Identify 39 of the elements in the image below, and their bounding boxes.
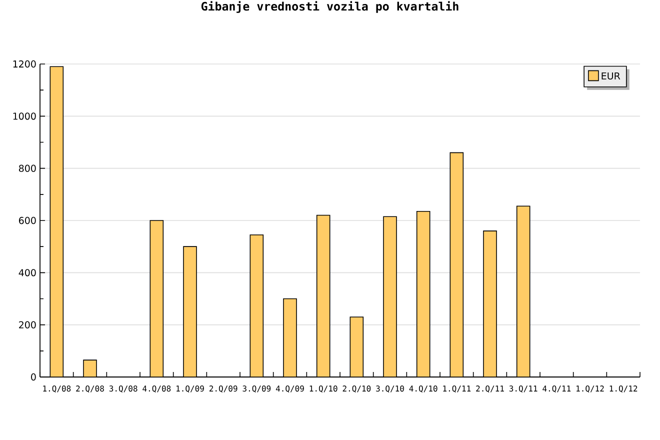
x-tick-label: 4.Q/08 bbox=[142, 386, 171, 393]
x-tick-label: 4.Q/10 bbox=[409, 386, 438, 393]
x-tick-label: 1.Q/09 bbox=[176, 386, 204, 393]
bar bbox=[316, 214, 330, 377]
bar bbox=[483, 230, 497, 377]
bar bbox=[283, 298, 297, 377]
x-tick-label: 3.Q/08 bbox=[109, 386, 138, 393]
x-tick-label: 1.Q/10 bbox=[310, 386, 338, 393]
x-tick-label: 4.Q/11 bbox=[542, 386, 571, 393]
bar bbox=[416, 210, 430, 377]
y-tick-label: 200 bbox=[19, 321, 36, 328]
x-tick-label: 4.Q/09 bbox=[276, 386, 304, 393]
x-tick-label: 2.Q/10 bbox=[342, 386, 371, 393]
y-tick-label: 1200 bbox=[13, 60, 36, 68]
legend-label: EUR bbox=[602, 72, 620, 80]
chart-title: Gibanje vrednosti vozila po kvartalih bbox=[201, 1, 458, 13]
x-tick-label: 2.Q/11 bbox=[476, 386, 504, 393]
bar bbox=[150, 220, 164, 377]
bar bbox=[383, 216, 397, 377]
bar bbox=[50, 66, 64, 377]
y-tick-label: 1000 bbox=[13, 112, 36, 120]
bar bbox=[250, 234, 264, 377]
y-tick-label: 800 bbox=[18, 164, 36, 172]
x-tick-label: 2.Q/09 bbox=[209, 386, 238, 393]
y-tick-label: 400 bbox=[18, 269, 36, 276]
bar bbox=[450, 152, 464, 377]
x-tick-label: 1.Q/12 bbox=[610, 386, 638, 393]
x-tick-label: 3.Q/09 bbox=[242, 386, 271, 393]
x-tick-label: 1.Q/12 bbox=[576, 386, 604, 393]
y-tick-label: 0 bbox=[31, 373, 36, 381]
bar bbox=[183, 246, 197, 377]
x-tick-label: 3.Q/10 bbox=[376, 386, 404, 393]
x-tick-label: 1.Q/08 bbox=[43, 386, 71, 393]
bar bbox=[516, 206, 530, 377]
x-tick-label: 3.Q/11 bbox=[509, 386, 538, 393]
x-tick-label: 1.Q/11 bbox=[443, 386, 471, 393]
bar bbox=[350, 316, 364, 377]
x-tick-label: 2.Q/08 bbox=[76, 386, 104, 393]
y-tick-label: 600 bbox=[19, 216, 36, 224]
